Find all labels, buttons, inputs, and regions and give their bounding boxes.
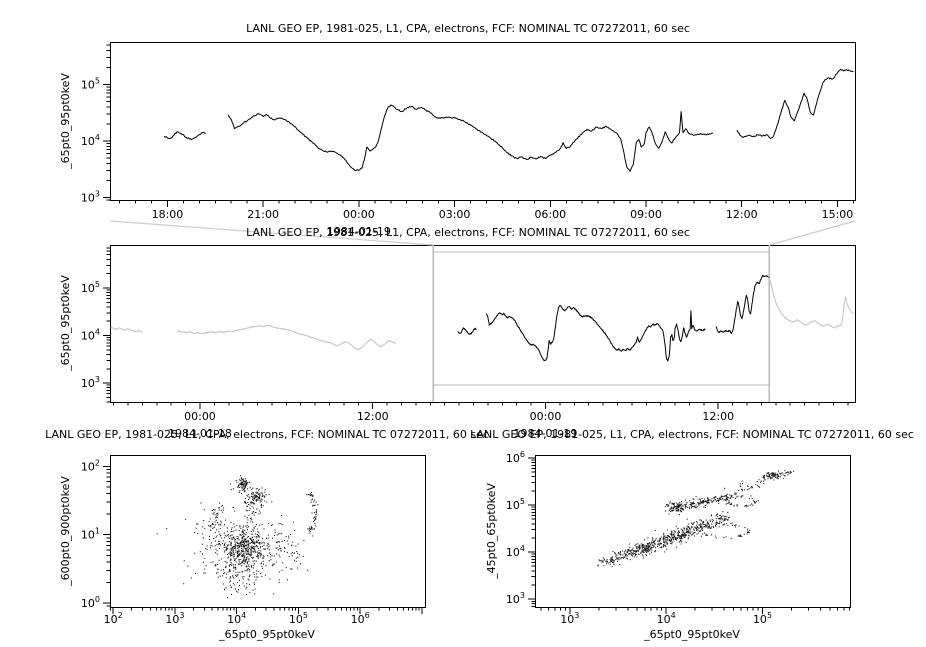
top-timeseries-frame — [110, 42, 856, 201]
svg-text:105: 105 — [289, 611, 308, 626]
context-overview-series-line — [769, 280, 854, 329]
top-timeseries-series-line — [163, 131, 206, 141]
svg-text:105: 105 — [81, 76, 100, 91]
context-overview-axes[interactable] — [103, 245, 856, 410]
scatter-45-65-points — [597, 469, 795, 568]
scatter-600-900-plot[interactable]: 100 101 102 102 103 104 105 106 — [81, 455, 426, 627]
scatter-600-900-axes[interactable] — [103, 455, 426, 615]
svg-text:101: 101 — [81, 527, 100, 542]
scatter-left-x-axis-label: _65pt0_95pt0keV — [219, 628, 315, 641]
svg-text:12:00: 12:00 — [726, 208, 758, 221]
top-timeseries-axes[interactable] — [103, 42, 856, 208]
context-overview-date-label: 1984-01-19 — [514, 427, 578, 440]
svg-text:106: 106 — [351, 611, 370, 626]
scatter-600-900-points — [156, 475, 319, 599]
top-panel-title: LANL GEO EP, 1981-025, L1, CPA, electron… — [246, 22, 690, 35]
svg-text:00:00: 00:00 — [184, 410, 216, 423]
context-overview-series-line — [176, 324, 397, 351]
svg-text:105: 105 — [753, 611, 772, 626]
svg-text:102: 102 — [81, 459, 100, 474]
context-overview-series-line — [715, 274, 769, 334]
top-timeseries-plot[interactable]: 103 104 105 18:00 21:00 00:00 03:00 06:00 09:00 1… — [81, 42, 856, 239]
scatter-45-65-tick-labels: 103 104 105 106 103 104 105 — [506, 450, 772, 626]
scatter-right-y-axis-label: _45pt0_65pt0keV — [485, 483, 498, 579]
top-timeseries-date-label: 1984-01-19 — [327, 225, 391, 238]
svg-text:104: 104 — [657, 611, 676, 626]
svg-text:00:00: 00:00 — [343, 208, 375, 221]
scatter-45-65-plot[interactable]: 103 104 105 106 103 104 105 — [506, 450, 851, 626]
svg-text:03:00: 03:00 — [439, 208, 471, 221]
svg-text:104: 104 — [81, 133, 100, 148]
svg-text:106: 106 — [506, 450, 525, 465]
svg-text:104: 104 — [506, 544, 525, 559]
scatter-45-65-axes[interactable] — [528, 455, 851, 615]
scatter-45-65-frame — [535, 455, 851, 608]
zoom-connector-right — [769, 220, 856, 246]
svg-text:12:00: 12:00 — [702, 410, 734, 423]
svg-text:103: 103 — [560, 611, 579, 626]
zoom-connectors — [109, 220, 856, 246]
top-timeseries-series-line — [736, 68, 854, 139]
context-overview-series-line — [486, 304, 706, 362]
svg-text:09:00: 09:00 — [630, 208, 662, 221]
top-timeseries-tick-labels: 103 104 105 18:00 21:00 00:00 03:00 06:00 09:00 1… — [81, 76, 853, 238]
scatter-600-900-frame — [110, 455, 426, 608]
svg-text:103: 103 — [81, 375, 100, 390]
svg-text:21:00: 21:00 — [247, 208, 279, 221]
context-overview-series-line — [457, 327, 477, 335]
svg-text:103: 103 — [165, 611, 184, 626]
svg-text:104: 104 — [81, 328, 100, 343]
svg-text:105: 105 — [506, 497, 525, 512]
context-overview-frame — [110, 245, 856, 403]
svg-text:100: 100 — [81, 595, 100, 610]
svg-text:18:00: 18:00 — [152, 208, 184, 221]
svg-text:06:00: 06:00 — [534, 208, 566, 221]
svg-text:00:00: 00:00 — [530, 410, 562, 423]
svg-text:105: 105 — [81, 280, 100, 295]
svg-text:103: 103 — [81, 189, 100, 204]
zoom-selection-box[interactable] — [432, 245, 770, 402]
context-panel-y-axis-label: _65pt0_95pt0keV — [59, 275, 72, 371]
context-overview-date-label: 1984-01-18 — [168, 427, 232, 440]
top-panel-y-axis-label: _65pt0_95pt0keV — [59, 73, 72, 169]
svg-text:102: 102 — [104, 611, 123, 626]
context-panel-title: LANL GEO EP, 1981-025, L1, CPA, electron… — [246, 226, 690, 239]
scatter-right-x-axis-label: _65pt0_95pt0keV — [644, 628, 740, 641]
scatter-right-title: LANL GEO EP, 1981-025, L1, CPA, electron… — [470, 428, 914, 441]
zoom-connector-left — [109, 220, 434, 246]
context-overview-series-line — [110, 326, 143, 333]
context-overview-tick-labels: 103 104 105 00:00 12:00 00:00 12:00 1984-01-18 1… — [81, 280, 734, 440]
scatter-left-title: LANL GEO EP, 1981-025, L1, CPA, electron… — [45, 428, 489, 441]
top-timeseries-series-line — [227, 104, 714, 172]
svg-text:12:00: 12:00 — [357, 410, 389, 423]
svg-text:104: 104 — [227, 611, 246, 626]
context-overview-plot[interactable]: 103 104 105 00:00 12:00 00:00 12:00 1984-01-18 1… — [81, 245, 856, 441]
scatter-left-y-axis-label: _600pt0_900pt0keV — [59, 476, 72, 586]
scatter-600-900-tick-labels: 100 101 102 102 103 104 105 106 — [81, 459, 370, 626]
svg-text:15:00: 15:00 — [822, 208, 854, 221]
svg-text:103: 103 — [506, 591, 525, 606]
